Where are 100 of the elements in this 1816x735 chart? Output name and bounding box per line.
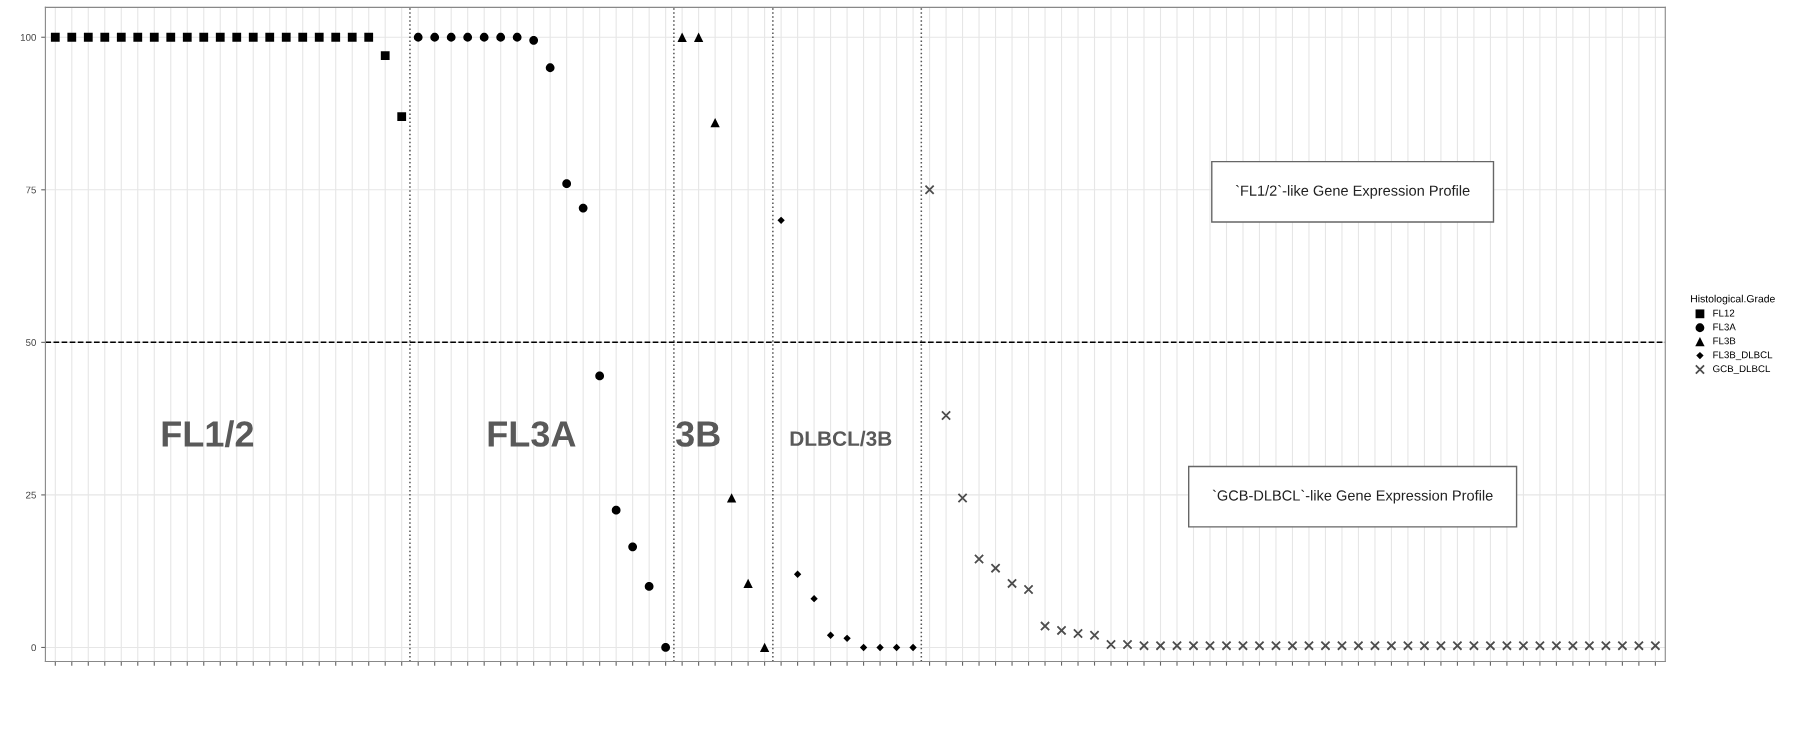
point xyxy=(1204,640,1216,651)
point xyxy=(859,643,868,652)
point xyxy=(909,643,917,652)
point xyxy=(677,32,687,42)
legend-label: FL3B xyxy=(1713,337,1736,345)
point xyxy=(1106,639,1117,650)
point xyxy=(1567,640,1578,651)
point xyxy=(1122,639,1133,650)
annotation: FL1/2 xyxy=(162,420,254,448)
legend-label: FL12 xyxy=(1713,309,1735,317)
point xyxy=(133,32,143,42)
point xyxy=(248,32,258,42)
annotation: FL3A xyxy=(488,421,576,447)
point xyxy=(496,32,506,42)
legend-title: Histological.Grade xyxy=(1691,294,1775,305)
point xyxy=(380,51,390,60)
point xyxy=(83,32,93,42)
point xyxy=(67,32,77,42)
point xyxy=(876,643,884,652)
legend-label: FL3A xyxy=(1713,323,1736,331)
point xyxy=(1633,640,1644,651)
point xyxy=(1040,621,1051,632)
y-tick-label: 50 xyxy=(25,339,36,346)
annotation: 3B xyxy=(675,421,720,447)
point xyxy=(941,410,952,421)
point xyxy=(793,570,802,578)
point xyxy=(957,492,968,503)
point xyxy=(1518,640,1529,651)
point xyxy=(364,32,374,42)
point xyxy=(1237,640,1248,651)
point xyxy=(1353,640,1364,651)
point xyxy=(100,32,110,42)
point xyxy=(810,594,818,603)
point xyxy=(1270,640,1281,651)
point xyxy=(182,32,192,42)
point xyxy=(1303,640,1314,651)
point xyxy=(726,493,737,503)
point xyxy=(826,631,835,639)
point xyxy=(430,32,440,42)
y-tick-label: 0 xyxy=(31,644,36,652)
point xyxy=(529,35,539,45)
point xyxy=(166,32,176,42)
point xyxy=(1254,640,1265,651)
point xyxy=(331,32,341,42)
point xyxy=(149,32,159,42)
point xyxy=(232,32,242,42)
point xyxy=(1320,640,1331,651)
point xyxy=(545,63,555,73)
y-tick-label: 75 xyxy=(26,186,36,194)
annotation: DLBCL/3B xyxy=(790,430,892,447)
point xyxy=(710,118,720,128)
point xyxy=(1600,640,1611,651)
point xyxy=(693,32,704,42)
point xyxy=(924,184,935,195)
point xyxy=(1584,640,1595,651)
point xyxy=(347,32,357,42)
point xyxy=(413,32,423,42)
point xyxy=(1485,640,1496,651)
point xyxy=(463,32,473,42)
point xyxy=(628,542,638,552)
point xyxy=(199,32,209,42)
point xyxy=(1617,640,1628,651)
point xyxy=(1155,640,1166,651)
point xyxy=(215,32,225,42)
point xyxy=(562,179,572,189)
point xyxy=(1089,630,1100,641)
point xyxy=(1501,640,1512,651)
point xyxy=(1650,640,1661,651)
point xyxy=(50,32,60,42)
point xyxy=(892,643,901,652)
point xyxy=(281,32,291,42)
legend-label: FL3B_DLBCL xyxy=(1713,351,1773,361)
point xyxy=(595,371,605,381)
point xyxy=(1534,640,1545,651)
point xyxy=(644,582,654,591)
y-tick-label: 25 xyxy=(26,491,36,499)
point xyxy=(1336,640,1347,651)
point xyxy=(1221,640,1232,651)
point xyxy=(479,32,489,42)
point xyxy=(1188,640,1199,651)
point xyxy=(314,32,324,42)
point xyxy=(759,642,770,653)
point xyxy=(1435,640,1446,651)
point xyxy=(777,216,785,224)
point xyxy=(1551,640,1562,651)
point xyxy=(1419,640,1430,651)
point xyxy=(990,563,1001,574)
point xyxy=(1138,640,1150,651)
point xyxy=(843,634,851,642)
point xyxy=(512,32,522,42)
point xyxy=(1073,628,1084,639)
point xyxy=(1287,640,1298,651)
point xyxy=(1452,640,1463,651)
point xyxy=(743,578,753,589)
legend-label: GCB_DLBCL xyxy=(1713,365,1771,375)
point xyxy=(1402,640,1413,651)
point xyxy=(1468,640,1479,651)
point xyxy=(974,553,985,564)
point xyxy=(1369,640,1380,651)
point xyxy=(265,32,275,42)
